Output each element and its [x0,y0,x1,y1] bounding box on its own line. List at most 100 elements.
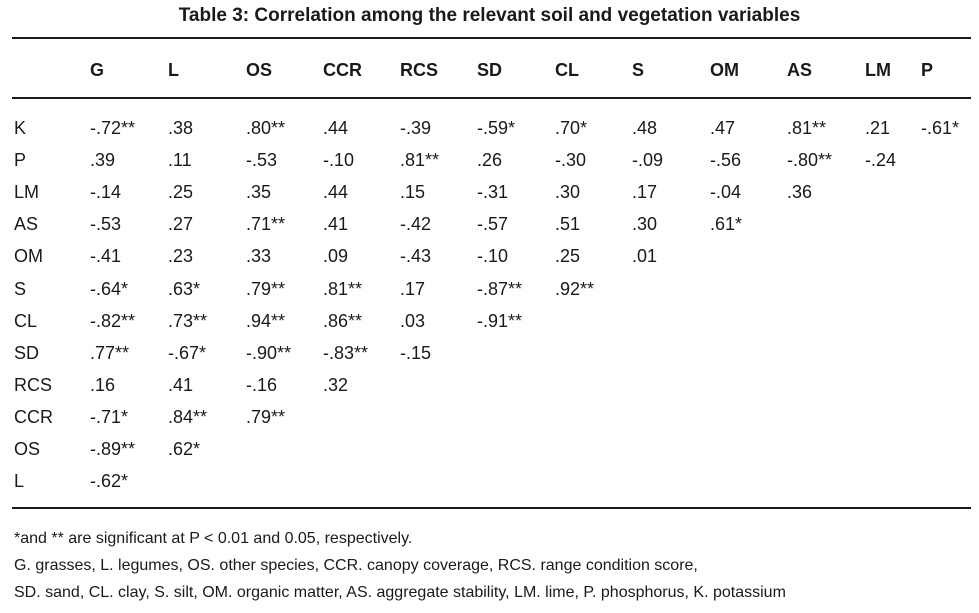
correlation-cell: -.39 [400,118,432,138]
row-label: AS [14,214,39,235]
correlation-cell: -.67* [168,342,207,363]
column-header: G [90,60,105,80]
correlation-cell: -.31 [477,182,509,203]
correlation-cell: .80** [246,118,286,138]
column-header: CL [555,60,579,80]
correlation-cell: .33 [246,246,272,267]
row-label: CL [14,310,38,331]
correlation-cell: .01 [632,246,658,267]
correlation-cell: .03 [400,310,426,331]
correlation-cell: -.59* [477,118,516,138]
correlation-cell: .17 [400,278,426,299]
abbreviations-footnote-line-1: G. grasses, L. legumes, OS. other specie… [14,557,698,574]
column-header: OM [710,60,739,80]
correlation-cell: .63* [168,278,201,299]
correlation-cell: .81** [787,118,827,138]
correlation-cell: .25 [555,246,581,267]
correlation-cell: -.09 [632,150,664,171]
correlation-cell: -.56 [710,150,742,171]
correlation-cell: .41 [168,374,194,395]
correlation-cell: -.24 [865,150,897,171]
correlation-cell: .71** [246,214,286,235]
row-label: K [14,118,27,138]
correlation-cell: -.82** [90,310,136,331]
table-title: Table 3: Correlation among the relevant … [178,5,801,26]
correlation-cell: .86** [323,310,363,331]
correlation-cell: .39 [90,150,116,171]
column-header: SD [477,60,503,80]
correlation-cell: .36 [787,182,813,203]
correlation-cell: -.10 [477,246,509,267]
correlation-cell: -.72** [90,118,136,138]
correlation-cell: .47 [710,118,736,138]
column-header: LM [865,60,891,80]
correlation-table: G L OS CCR RCS SD CL S OM AS LM P K -.72** .38.80** .44… [14,0,974,510]
column-header: AS [787,60,813,80]
correlation-cell: .44 [323,118,349,138]
column-header: P [921,60,934,80]
correlation-cell: -.42 [400,214,432,235]
correlation-cell: .94** [246,310,286,331]
correlation-cell: .09 [323,246,349,267]
correlation-cell: .17 [632,182,658,203]
correlation-cell: .26 [477,150,503,171]
correlation-cell: .30 [555,182,581,203]
correlation-cell: -.89** [90,439,136,459]
correlation-cell: -.53 [90,214,122,235]
correlation-cell: -.62* [90,471,129,492]
table-header-rule [12,97,971,99]
correlation-cell: .32 [323,374,349,395]
correlation-cell: -.83** [323,342,369,363]
correlation-cell: -.14 [90,182,122,203]
correlation-cell: .35 [246,182,272,203]
correlation-cell: .27 [168,214,194,235]
column-header: RCS [400,60,439,80]
correlation-cell: -.41 [90,246,122,267]
column-header: OS [246,60,273,80]
row-label: S [14,278,27,299]
table-top-rule [12,37,971,39]
correlation-cell: .21 [865,118,891,138]
row-label: CCR [14,406,53,427]
correlation-cell: .79** [246,278,286,299]
correlation-cell: -.10 [323,150,355,171]
correlation-cell: -.30 [555,150,587,171]
correlation-cell: .48 [632,118,658,138]
correlation-cell: .44 [323,182,349,203]
correlation-cell: .79** [246,406,286,427]
significance-footnote: *and ** are significant at P < 0.01 and … [14,530,413,547]
correlation-cell: .51 [555,214,581,235]
correlation-cell: .16 [90,374,116,395]
correlation-cell: .30 [632,214,658,235]
row-label: P [14,150,27,171]
correlation-cell: .15 [400,182,426,203]
correlation-cell: .11 [168,150,192,171]
correlation-cell: -.64* [90,278,129,299]
correlation-cell: -.80** [787,150,833,171]
row-label: LM [14,182,40,203]
row-label: L [14,471,25,492]
correlation-cell: .70* [555,118,588,138]
correlation-cell: .73** [168,310,208,331]
column-header: S [632,60,645,80]
row-label: RCS [14,374,53,395]
correlation-cell: .92** [555,278,595,299]
correlation-cell: .41 [323,214,349,235]
correlation-cell: -.53 [246,150,278,171]
correlation-cell: -.87** [477,278,523,299]
correlation-cell: .38 [168,118,194,138]
correlation-cell: -.16 [246,374,278,395]
correlation-cell: .84** [168,406,208,427]
row-label: SD [14,342,40,363]
row-label: OS [14,439,41,459]
correlation-cell: -.71* [90,406,129,427]
column-header: CCR [323,60,362,80]
correlation-cell: -.43 [400,246,432,267]
correlation-cell: .61* [710,214,743,235]
abbreviations-footnote-line-2: SD. sand, CL. clay, S. silt, OM. organic… [14,584,786,601]
correlation-cell: .62* [168,439,201,459]
correlation-cell: .81** [400,150,440,171]
correlation-cell: -.61* [921,118,960,138]
correlation-cell: .25 [168,182,194,203]
correlation-cell: .23 [168,246,194,267]
